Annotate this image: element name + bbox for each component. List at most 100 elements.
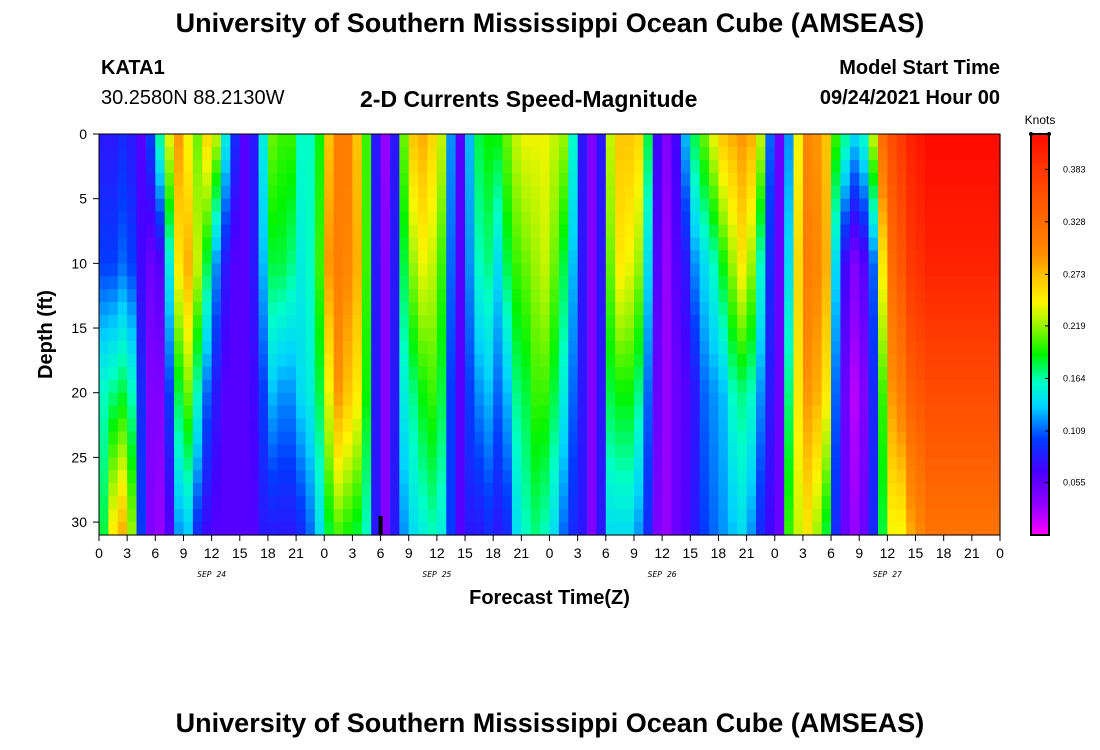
- heat-cell: [624, 457, 635, 471]
- heat-cell: [408, 146, 419, 161]
- heat-cell: [502, 198, 513, 213]
- heat-cell: [361, 198, 372, 213]
- heat-cell: [793, 353, 804, 368]
- heat-cell: [896, 134, 907, 148]
- heat-cell: [136, 276, 147, 290]
- heat-cell: [136, 224, 147, 239]
- heat-cell: [343, 483, 354, 497]
- heat-cell: [117, 263, 128, 277]
- heat-cell: [221, 328, 231, 342]
- heat-cell: [427, 224, 438, 239]
- heat-cell: [127, 159, 138, 174]
- heat-cell: [699, 185, 710, 200]
- heat-cell: [962, 470, 973, 484]
- heat-cell: [690, 470, 701, 484]
- heat-cell: [605, 392, 616, 407]
- heat-cell: [887, 198, 898, 213]
- heat-cell: [962, 522, 973, 536]
- heat-cell: [859, 263, 870, 277]
- heat-cell: [943, 392, 954, 407]
- heat-cell: [483, 509, 494, 523]
- heat-cell: [615, 379, 626, 394]
- heat-cell: [784, 302, 795, 316]
- heat-cell: [596, 276, 607, 290]
- y-tick-label: 0: [79, 126, 87, 142]
- heat-cell: [840, 470, 851, 484]
- heat-cell: [662, 159, 673, 174]
- heat-cell: [549, 509, 560, 523]
- heat-cell: [502, 289, 513, 303]
- heat-cell: [249, 431, 260, 446]
- heat-cell: [849, 250, 860, 264]
- heat-cell: [296, 470, 307, 484]
- heat-cell: [774, 302, 785, 316]
- heat-cell: [296, 340, 307, 355]
- heat-cell: [784, 470, 795, 484]
- heat-cell: [877, 366, 888, 381]
- heat-cell: [755, 483, 766, 497]
- heat-cell: [784, 522, 795, 536]
- heat-cell: [343, 146, 354, 161]
- heat-cell: [314, 470, 325, 484]
- heat-cell: [718, 405, 729, 420]
- heat-cell: [924, 496, 935, 510]
- heat-cell: [727, 431, 738, 446]
- heat-cell: [286, 315, 297, 329]
- heat-cell: [718, 289, 729, 303]
- x-tick-label: 9: [405, 545, 413, 561]
- heat-cell: [230, 483, 241, 497]
- heat-cell: [587, 289, 598, 303]
- heat-cell: [202, 431, 213, 446]
- heat-cell: [849, 483, 860, 497]
- heat-cell: [230, 353, 241, 368]
- heat-cell: [221, 483, 231, 497]
- heat-cell: [615, 185, 626, 200]
- heat-cell: [690, 172, 701, 187]
- heat-cell: [784, 392, 795, 407]
- heat-cell: [174, 328, 185, 342]
- heat-cell: [117, 289, 128, 303]
- heat-cell: [446, 340, 457, 355]
- heat-cell: [596, 340, 607, 355]
- heat-cell: [915, 134, 926, 148]
- heat-cell: [371, 302, 382, 316]
- heat-cell: [155, 340, 166, 355]
- heat-cell: [258, 198, 269, 213]
- heat-cell: [521, 379, 532, 394]
- heat-cell: [549, 224, 560, 239]
- heat-cell: [371, 496, 382, 510]
- heat-cell: [493, 444, 504, 458]
- heat-cell: [924, 315, 935, 329]
- heat-cell: [680, 172, 691, 187]
- heat-cell: [324, 328, 335, 342]
- heat-cell: [727, 198, 738, 213]
- heat-cell: [690, 392, 701, 407]
- heat-cell: [849, 340, 860, 355]
- heat-cell: [117, 509, 128, 523]
- heat-cell: [465, 328, 476, 342]
- heat-cell: [192, 431, 203, 446]
- heat-cell: [924, 509, 935, 523]
- heat-cell: [99, 263, 109, 277]
- heat-cell: [117, 185, 128, 200]
- heat-cell: [633, 405, 644, 420]
- heat-cell: [427, 198, 438, 213]
- heat-cell: [887, 457, 898, 471]
- heat-cell: [840, 509, 851, 523]
- heat-cell: [465, 289, 476, 303]
- heat-cell: [155, 159, 166, 174]
- heat-cell: [718, 250, 729, 264]
- heat-cell: [446, 418, 457, 433]
- heat-cell: [343, 172, 354, 187]
- heat-cell: [812, 263, 823, 277]
- heat-cell: [361, 328, 372, 342]
- heat-cell: [267, 496, 278, 510]
- heat-cell: [746, 276, 757, 290]
- heat-cell: [192, 172, 203, 187]
- heat-cell: [230, 159, 241, 174]
- heat-cell: [596, 405, 607, 420]
- heat-cell: [652, 470, 663, 484]
- heat-cell: [389, 211, 400, 226]
- heat-cell: [511, 276, 522, 290]
